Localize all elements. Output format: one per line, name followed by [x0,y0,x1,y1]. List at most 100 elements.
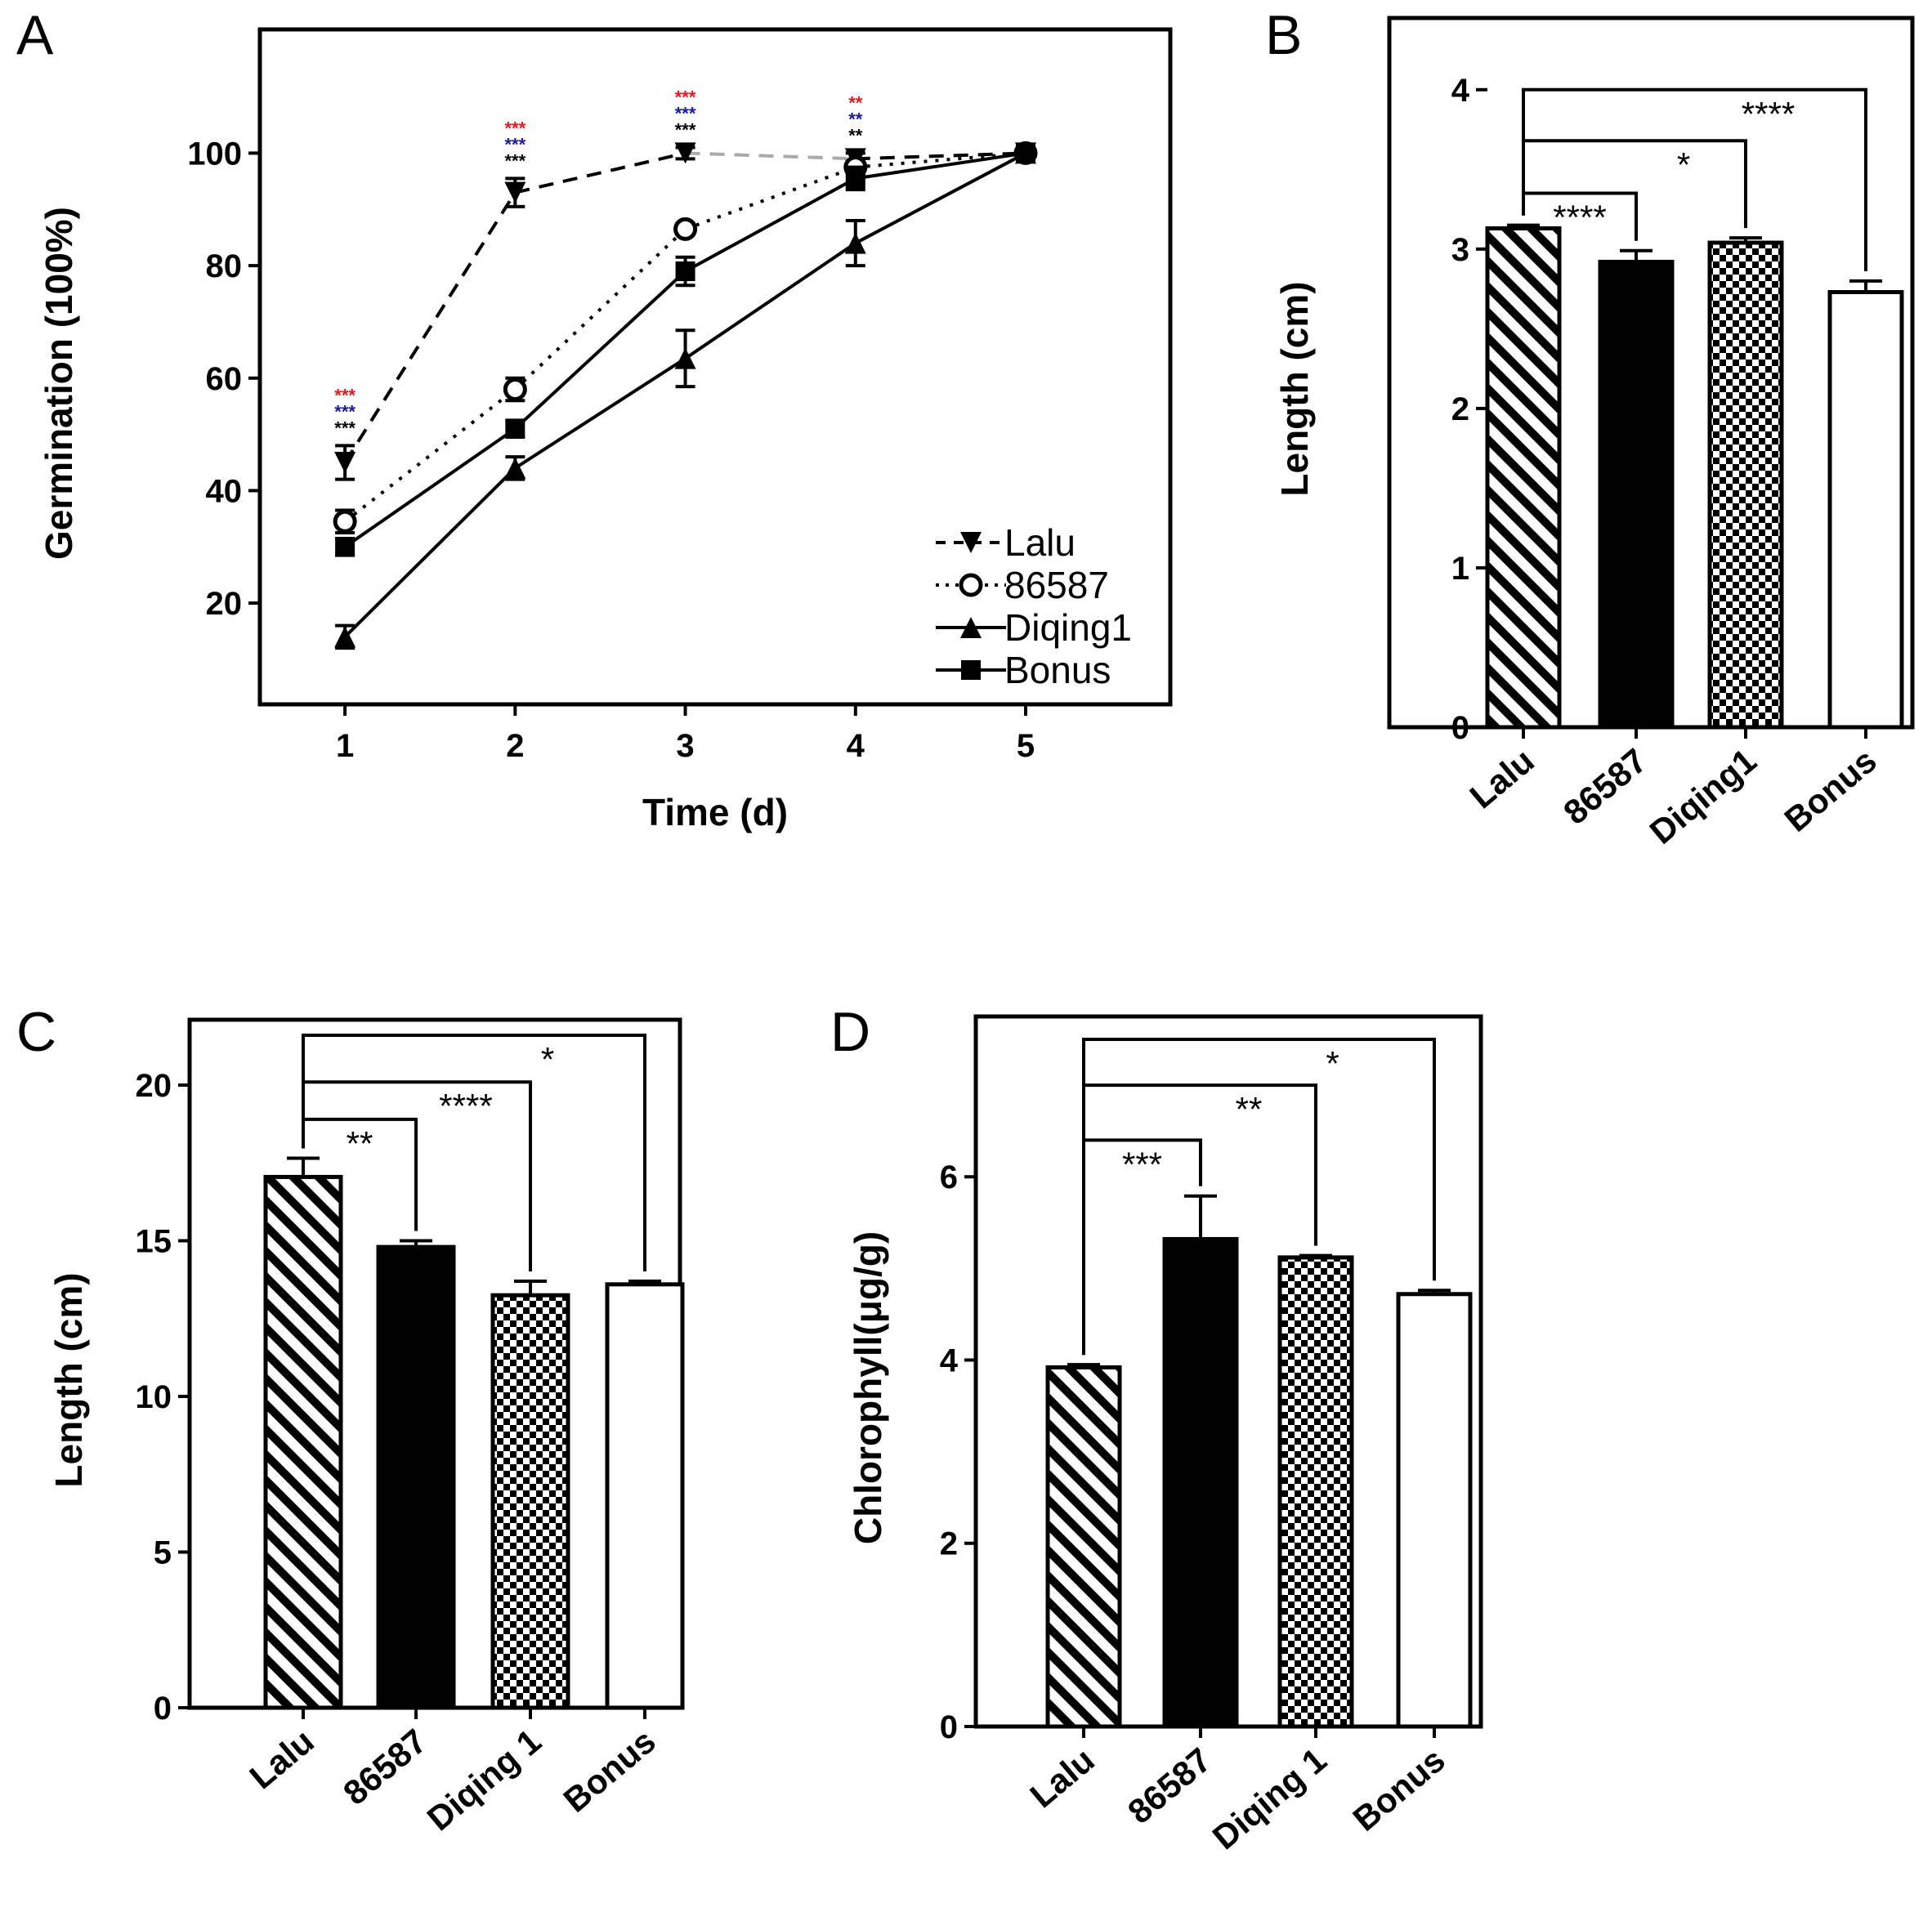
legend-marker [959,573,983,597]
significance-bracket [1082,1038,1436,1356]
significance-label: *** [504,118,525,138]
y-axis-label: Length (cm) [47,1272,90,1487]
legend-marker [960,617,982,638]
y-tick-label: 4 [940,1342,959,1378]
x-tick-label: 1 [336,728,354,764]
series-segment [854,151,1026,245]
legend-label: Lalu [1004,521,1076,564]
y-axis-label: Germination (100%) [38,207,80,560]
significance-label: *** [675,104,696,124]
bar-Lalu [263,1174,343,1710]
series-segment [343,191,517,464]
y-tick-label: 4 [1451,73,1470,109]
significance-label: * [541,1040,554,1079]
legend-label: Bonus [1004,649,1111,691]
series-segment [684,165,856,231]
data-point [334,626,356,648]
x-tick-label: 3 [676,728,694,764]
significance-label: *** [1122,1145,1162,1183]
data-point [505,418,525,439]
x-axis-label: Time (d) [642,791,788,833]
series-segment [684,176,856,273]
bar-86587 [1162,1236,1239,1729]
x-tick-label: 2 [506,728,524,764]
series-segment [514,356,686,470]
category-label: Diqing1 [1643,741,1764,851]
data-point [845,168,865,189]
y-axis-label: Length (cm) [1273,281,1316,496]
y-tick-label: 80 [206,248,243,284]
y-tick-label: 40 [206,473,243,509]
panel-A: A 20 40 60 80 100 1 2 3 4 5 Time (d) Germination (10… [16,4,1173,833]
significance-label: *** [334,385,356,405]
significance-label: ** [848,109,863,129]
bar-Lalu [1485,226,1562,730]
legend-label: 86587 [1004,564,1109,606]
series-segment [855,151,1026,181]
bar-Diqing 1 [490,1293,570,1710]
y-tick-label: 2 [1451,391,1469,427]
y-tick-label: 1 [1451,551,1469,587]
bar-86587 [376,1244,456,1710]
x-tick-label: 4 [847,728,865,764]
y-tick-label: 10 [136,1379,172,1415]
y-tick-label: 6 [940,1159,958,1195]
plot-frame [257,27,1173,707]
significance-label: *** [675,87,696,108]
significance-label: *** [675,120,696,141]
y-tick-label: 15 [136,1224,172,1260]
data-point [844,232,866,254]
panel-letter: A [16,4,54,66]
category-label: Diqing 1 [1205,1740,1334,1856]
data-point [333,509,357,534]
significance-label: ** [347,1124,373,1163]
bar-Bonus [1827,289,1904,730]
series-Diqing1 [334,142,1037,650]
series-segment [343,387,517,523]
bar-Lalu [1045,1365,1122,1729]
category-label: 86587 [336,1722,434,1812]
bar-Bonus [1396,1292,1473,1729]
x-tick-label: 5 [1017,728,1035,764]
significance-label: **** [439,1087,492,1125]
category-label: Bonus [556,1722,662,1820]
data-point [673,217,698,241]
legend-marker [961,660,981,680]
category-label: Diqing 1 [420,1722,548,1838]
significance-label: * [1677,145,1690,184]
panel-letter: C [16,1001,56,1063]
y-tick-label: 0 [154,1691,172,1727]
data-point [334,452,356,474]
data-point [504,457,526,479]
significance-label: ** [848,92,863,113]
series-segment [514,151,686,194]
data-point [504,181,526,203]
series-segment [685,151,856,161]
y-tick-label: 2 [940,1526,958,1562]
series-segment [343,467,517,638]
significance-label: * [1326,1044,1339,1083]
significance-label: **** [1742,95,1795,133]
significance-label: *** [504,134,525,154]
bar-Bonus [605,1282,685,1710]
data-point [675,261,695,281]
y-tick-label: 5 [154,1535,172,1571]
y-tick-label: 60 [206,361,243,397]
significance-bracket [1522,87,1867,271]
y-tick-label: 0 [940,1709,958,1745]
category-label: Bonus [1777,741,1883,839]
y-tick-label: 20 [136,1068,172,1104]
series-segment [855,151,1026,161]
category-label: 86587 [1120,1740,1219,1831]
significance-label: **** [1553,199,1606,237]
panel-letter: B [1265,4,1302,66]
significance-label: ** [848,125,863,145]
y-tick-label: 3 [1451,232,1469,268]
series-segment [343,427,517,548]
data-point [1016,143,1036,163]
data-point [335,537,356,557]
category-label: Bonus [1345,1740,1451,1838]
significance-label: *** [334,401,356,422]
